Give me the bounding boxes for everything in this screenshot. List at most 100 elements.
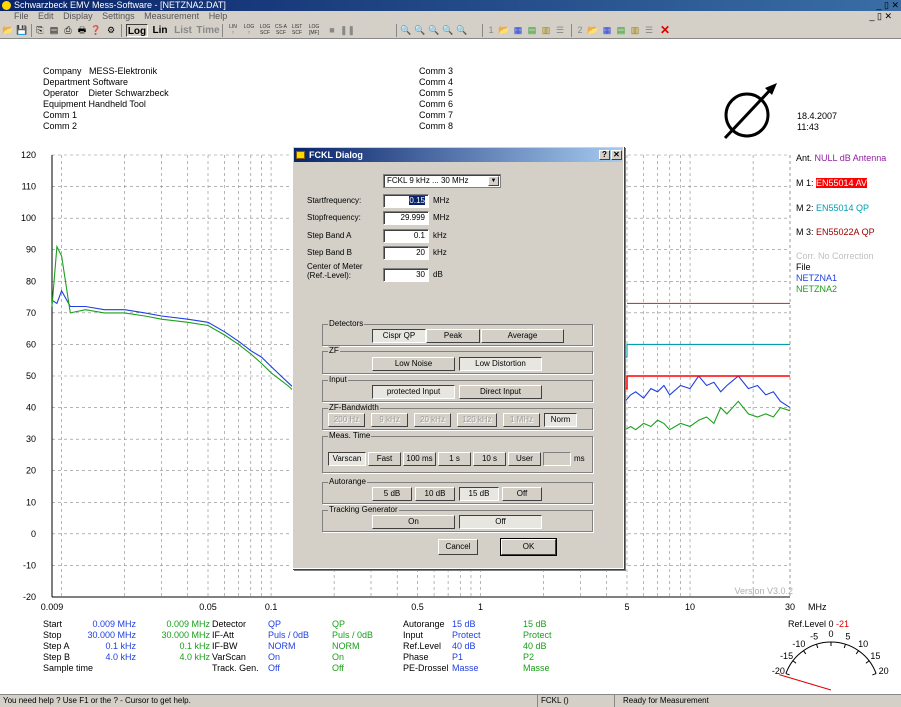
log-scan-button[interactable]: LOG ↑ [243, 24, 255, 36]
1s-button[interactable]: 1 s [438, 452, 471, 466]
lin-button[interactable]: Lin [152, 25, 168, 36]
cancel-button[interactable]: Cancel [438, 539, 478, 555]
ifatt-label: IF-Att [212, 630, 234, 640]
center-unit: dB [433, 270, 443, 279]
average-button[interactable]: Average [481, 329, 564, 343]
range-select[interactable]: FCKL 9 kHz ... 30 MHz ▼ [383, 174, 501, 188]
startfreq-input[interactable]: 0.15 [383, 194, 429, 208]
stop-icon[interactable]: ■ [329, 25, 335, 35]
bw-1mhz-button[interactable]: 1 MHz [503, 413, 540, 427]
menu-display[interactable]: Display [63, 11, 93, 21]
trace1-calc-icon[interactable]: ▥ [541, 25, 551, 35]
cispr-qp-button[interactable]: Cispr QP [372, 329, 426, 343]
legend-file2[interactable]: NETZNA2 [796, 284, 838, 294]
delete-icon[interactable]: ✕ [659, 23, 671, 37]
settings-labels-3: Autorange Input Ref.Level Phase PE-Dross… [403, 619, 449, 674]
zoom-in-icon[interactable]: 🔍 [400, 25, 412, 35]
list-scf-button[interactable]: LIST SCF [291, 24, 303, 36]
bw-200hz-button[interactable]: 200 Hz [328, 413, 365, 427]
chevron-down-icon[interactable]: ▼ [488, 176, 499, 186]
bw-9khz-button[interactable]: 9 kHz [371, 413, 408, 427]
open-icon[interactable]: 📂 [2, 25, 14, 35]
time-button[interactable]: Time [196, 25, 220, 36]
meter-scale-label: -5 [810, 632, 818, 642]
zoom-x-icon[interactable]: 🔍 [428, 25, 440, 35]
dialog-close-button[interactable]: ✕ [611, 150, 622, 160]
zoom-y-icon[interactable]: 🔍 [442, 25, 454, 35]
log-button[interactable]: Log [126, 24, 148, 37]
menu-measurement[interactable]: Measurement [144, 11, 200, 21]
low-noise-button[interactable]: Low Noise [372, 357, 455, 371]
stepa-input[interactable]: 0.1 [383, 229, 429, 243]
trace2-calc-icon[interactable]: ▥ [630, 25, 640, 35]
y-tick-label: 90 [26, 245, 36, 255]
dialog-help-button[interactable]: ? [599, 150, 610, 160]
direct-input-button[interactable]: Direct Input [459, 385, 542, 399]
help-cursor-icon[interactable]: ❓ [90, 25, 102, 35]
trace1-graph-icon[interactable]: ▤ [527, 25, 537, 35]
100ms-button[interactable]: 100 ms [403, 452, 436, 466]
center-input[interactable]: 30 [383, 268, 429, 282]
schwarzbeck-logo-icon [723, 83, 777, 140]
trace2-chart-icon[interactable]: ▦ [602, 25, 612, 35]
autorange-5db-button[interactable]: 5 dB [372, 487, 412, 501]
bw-norm-button[interactable]: Norm [544, 413, 577, 427]
trace1-list-icon[interactable]: ☰ [555, 25, 565, 35]
user-button[interactable]: User [508, 452, 541, 466]
company-value: MESS-Elektronik [89, 66, 158, 76]
y-tick-label: 30 [26, 434, 36, 444]
stepb-input[interactable]: 20 [383, 246, 429, 260]
print-icon[interactable]: 🖶 [77, 25, 87, 35]
time-text: 11:43 [797, 122, 819, 132]
trace2-number: 2 [577, 25, 583, 35]
trace2-graph-icon[interactable]: ▤ [616, 25, 626, 35]
csa-scf-button[interactable]: CS-A SCF [275, 24, 287, 36]
bw-20khz-button[interactable]: 20 kHz [414, 413, 451, 427]
ok-button[interactable]: OK [500, 538, 557, 556]
pause-icon[interactable]: ❚❚ [340, 25, 356, 35]
stopfreq-input[interactable]: 29.999 [383, 211, 429, 225]
autorange-v2: 15 dB [523, 619, 547, 629]
window-controls[interactable]: _ ▯ ✕ [876, 0, 900, 10]
autorange-10db-button[interactable]: 10 dB [415, 487, 455, 501]
save-icon[interactable]: 💾 [16, 25, 28, 35]
menu-file[interactable]: File [14, 11, 29, 21]
zoom-reset-icon[interactable]: 🔍 [456, 25, 468, 35]
print-preview-icon[interactable]: ⎙ [64, 25, 72, 35]
legend-m3[interactable]: M 3: EN55022A QP [796, 227, 875, 237]
trace1-chart-icon[interactable]: ▦ [513, 25, 523, 35]
menu-settings[interactable]: Settings [102, 11, 135, 21]
meter-tick [855, 650, 859, 655]
peak-button[interactable]: Peak [426, 329, 480, 343]
lin-scan-button[interactable]: LIN ↑ [229, 24, 237, 36]
autorange-off-button[interactable]: Off [502, 487, 542, 501]
tracking-off-button[interactable]: Off [459, 515, 542, 529]
bw-120khz-button[interactable]: 120 kHz [457, 413, 497, 427]
autorange-15db-button[interactable]: 15 dB [459, 487, 499, 501]
zoom-out-icon[interactable]: 🔍 [414, 25, 426, 35]
varscan-button[interactable]: Varscan [328, 452, 366, 466]
10s-button[interactable]: 10 s [473, 452, 506, 466]
legend-m2[interactable]: M 2: EN55014 QP [796, 203, 869, 213]
menu-help[interactable]: Help [208, 11, 228, 21]
log-mf-button[interactable]: LOG [MF] [308, 24, 320, 36]
trace2-list-icon[interactable]: ☰ [644, 25, 654, 35]
mdi-controls[interactable]: _ ▯ ✕ [869, 11, 893, 21]
user-time-input[interactable] [543, 452, 571, 466]
tracking-on-button[interactable]: On [372, 515, 455, 529]
trace1-open-icon[interactable]: 📂 [498, 25, 510, 35]
y-tick-label: -20 [23, 592, 36, 602]
protected-input-button[interactable]: protected Input [372, 385, 455, 399]
fast-button[interactable]: Fast [368, 452, 401, 466]
trace2-open-icon[interactable]: 📂 [587, 25, 599, 35]
legend-m1[interactable]: M 1: EN55014 AV [796, 178, 867, 188]
list-button[interactable]: List [174, 25, 192, 36]
menu-edit[interactable]: Edit [38, 11, 54, 21]
copy-icon[interactable]: ⎘ [36, 25, 44, 35]
low-distortion-button[interactable]: Low Distortion [459, 357, 542, 371]
legend-file1[interactable]: NETZNA1 [796, 273, 838, 283]
settings-icon[interactable]: ⚙ [106, 25, 116, 35]
paste-icon[interactable]: ▤ [49, 25, 59, 35]
log-scf-button[interactable]: LOG SCF [259, 24, 271, 36]
